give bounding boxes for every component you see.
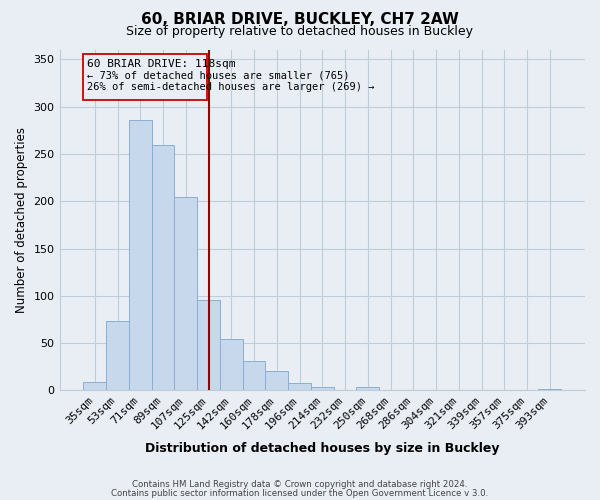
Text: Contains public sector information licensed under the Open Government Licence v : Contains public sector information licen…: [112, 488, 488, 498]
Text: 60 BRIAR DRIVE: 118sqm: 60 BRIAR DRIVE: 118sqm: [87, 58, 235, 68]
Text: Contains HM Land Registry data © Crown copyright and database right 2024.: Contains HM Land Registry data © Crown c…: [132, 480, 468, 489]
Bar: [356, 386, 379, 390]
Bar: [175, 198, 197, 390]
Bar: [311, 386, 334, 390]
Bar: [220, 340, 242, 390]
FancyBboxPatch shape: [83, 54, 208, 100]
Bar: [197, 300, 220, 390]
Bar: [129, 120, 152, 390]
Text: 60, BRIAR DRIVE, BUCKLEY, CH7 2AW: 60, BRIAR DRIVE, BUCKLEY, CH7 2AW: [141, 12, 459, 28]
Bar: [242, 361, 265, 390]
Bar: [106, 322, 129, 390]
Bar: [288, 383, 311, 390]
Y-axis label: Number of detached properties: Number of detached properties: [15, 127, 28, 313]
Text: 26% of semi-detached houses are larger (269) →: 26% of semi-detached houses are larger (…: [87, 82, 374, 92]
Text: ← 73% of detached houses are smaller (765): ← 73% of detached houses are smaller (76…: [87, 71, 349, 81]
Bar: [83, 382, 106, 390]
X-axis label: Distribution of detached houses by size in Buckley: Distribution of detached houses by size …: [145, 442, 500, 455]
Bar: [265, 372, 288, 390]
Bar: [152, 144, 175, 390]
Text: Size of property relative to detached houses in Buckley: Size of property relative to detached ho…: [127, 25, 473, 38]
